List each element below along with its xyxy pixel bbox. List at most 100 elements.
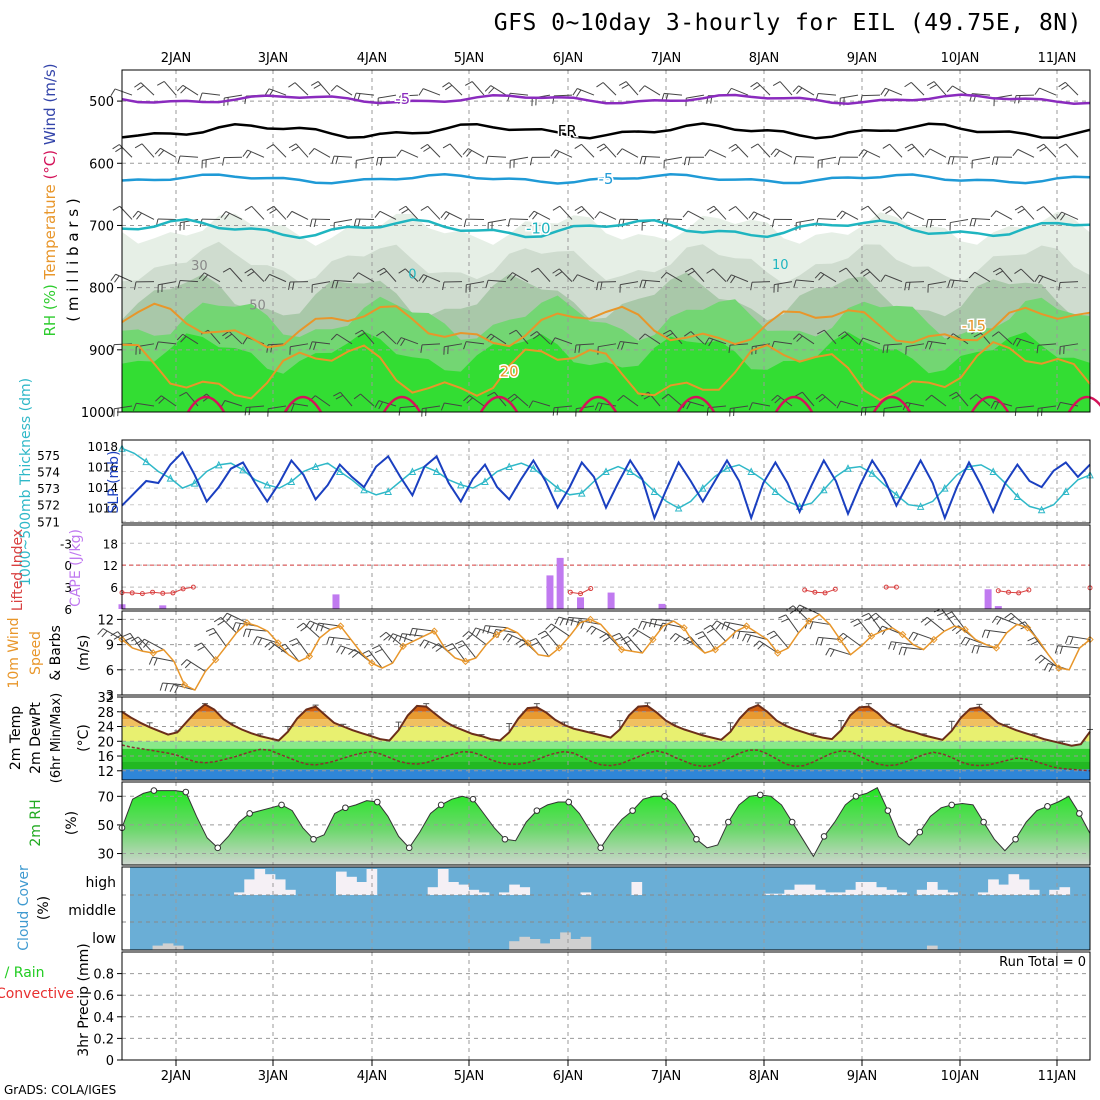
sfc-wind-barb-51-flag-1 [632,630,639,637]
upper-wind-barb-172-flag-1 [995,270,1004,276]
upper-wind-barb-155 [620,281,639,286]
upper-wind-barb-163 [796,279,815,283]
sfc-wind-barb-89-flag-0 [1027,636,1035,642]
upper-wind-barb-7-flag-0 [264,88,270,96]
sfc-wind-barb-49 [618,633,633,652]
upper-wind-barb-175 [1059,281,1079,283]
upper-wind-barb-65 [581,143,595,158]
top-tick-label-0: 2JAN [161,51,192,66]
wind-speed-point-33 [461,657,470,666]
upper-wind-barb-138-flag-0 [244,268,252,274]
cloud-high-bar-79 [926,882,938,895]
sfc-wind-barb-72-flag-0 [850,618,859,623]
wind-speed-point-18 [305,652,314,661]
rh-ylabel-unit: (%) [64,811,80,835]
upper-wind-barb-157 [666,271,683,283]
upper-wind-barb-195-flag-1 [532,333,541,340]
upper-wind-barb-79 [889,143,903,158]
sfc-wind-barb-16-flag-1 [268,644,275,651]
upper-wind-barb-9 [317,81,331,96]
rh-point-57 [725,818,732,826]
sfc-wind-barb-62-flag-0 [742,633,747,642]
upper-wind-barb-15 [448,82,463,96]
upper-wind-barb-213-flag-1 [928,341,933,350]
thickness-ylabel: 1000~500mb Thickness (dm) [18,378,34,586]
precip-run-total: Run Total = 0 [999,955,1086,970]
upper-wind-barb-35-flag-1 [884,89,890,97]
li-line-998.3,590.7 [998,589,1030,594]
upper-wind-barb-240-flag-1 [556,407,559,416]
sfc-wind-barb-60-flag-0 [721,621,726,630]
upper-wind-barb-106 [509,218,529,220]
sfc-wind-barb-43 [551,623,570,637]
cloud-low-bar-79 [926,945,938,950]
surface-isotherm-5 [676,395,716,413]
upper-wind-barb-139-flag-0 [264,274,270,282]
upper-wind-barb-28-flag-0 [726,88,732,96]
sfc-wind-barb-27-flag-1 [383,634,391,641]
sfc-wind-barb-19-flag-0 [296,622,304,629]
upper-wind-barb-126 [950,218,969,224]
upper-wind-barb-13 [399,94,419,97]
sfc-wind-barb-24-flag-0 [348,648,355,655]
rh-ylabel-part-0: 2m RH [28,799,44,846]
cloud-high-bar-23 [356,882,368,895]
upper-wind-barb-37-flag-0 [926,81,935,87]
upper-wind-barb-57 [401,149,419,158]
thickness-point-74 [1013,492,1022,500]
upper-wind-barb-24 [644,85,661,96]
sfc-wind-barb-41 [535,638,550,657]
cloud-high-bar-75 [886,889,897,895]
cape-tick-0: 6 [110,581,118,595]
upper-wind-barb-136 [204,272,221,283]
rh-point-78 [948,801,956,809]
upper-wind-barb-211-flag-1 [886,344,889,353]
sfc-wind-barb-70-flag-0 [825,648,830,656]
upper-wind-barb-225 [224,400,243,407]
sfc-wind-barb-77 [901,646,924,651]
top-tick-label-4: 6JAN [553,51,584,66]
thickness-slp-panel: 571 572 573 574 575 1012 1014 1016 1018 1000~500m… [18,378,1094,586]
thickness-point-36 [553,484,562,492]
sfc-wind-barb-83-flag-0 [960,636,966,645]
upper-wind-barb-98 [334,218,353,224]
isotherm-label-1: FR [558,122,577,140]
upper-wind-barb-68 [641,155,661,158]
upper-wind-barb-75 [795,156,815,158]
upper-wind-barb-75-flag-0 [793,156,797,165]
slp-tick-3: 1018 [87,440,118,454]
precip-ylabel: 3hr Precip (mm) [76,943,92,1056]
upper-wind-barb-156-flag-0 [639,279,643,288]
upper-wind-barb-46-flag-1 [158,149,165,157]
sfc-wind-barb-78-flag-0 [908,631,914,640]
thickness-tick-0: 571 [37,515,60,529]
sfc-wind-barb-74 [875,612,893,629]
wind-speed-point-12 [243,619,251,627]
upper-wind-barb-26 [686,94,705,99]
upper-wind-barb-2 [163,81,177,96]
upper-wind-barb-190-flag-0 [420,344,423,353]
cloud-cover-panel: high middle low Cloud Cover (%) [16,865,1091,951]
sfc-wind-barb-43-flag-1 [549,626,556,633]
upper-wind-barb-4-flag-0 [199,92,203,101]
cape-bar-8 [984,589,992,609]
sfc-wind-barb-11 [220,617,237,634]
sfc-wind-barb-83-flag-1 [965,638,971,646]
upper-wind-barb-211-flag-0 [882,345,885,354]
sfc-wind-barb-34-flag-1 [457,644,466,649]
sfc-wind-barb-57-flag-1 [697,635,706,640]
thickness-point-68 [940,484,949,492]
upper-wind-barb-204-flag-0 [728,344,731,354]
sfc-wind-barb-39-flag-0 [502,633,509,641]
upper-wind-barb-38 [952,85,969,96]
sfc-wind-barb-21-flag-1 [320,623,325,632]
thickness-point-14 [287,477,296,485]
upper-wind-barb-101 [405,205,419,220]
upper-wind-barb-208-flag-0 [817,329,825,335]
sfc-wind-barb-18-flag-0 [288,638,297,643]
cloud-high-bar-92 [1059,887,1071,895]
cape-bar-5 [577,597,585,609]
upper-wind-barb-97-flag-1 [313,219,317,228]
cape-bar-4 [556,557,564,609]
upper-wind-barb-107-flag-0 [528,210,535,218]
